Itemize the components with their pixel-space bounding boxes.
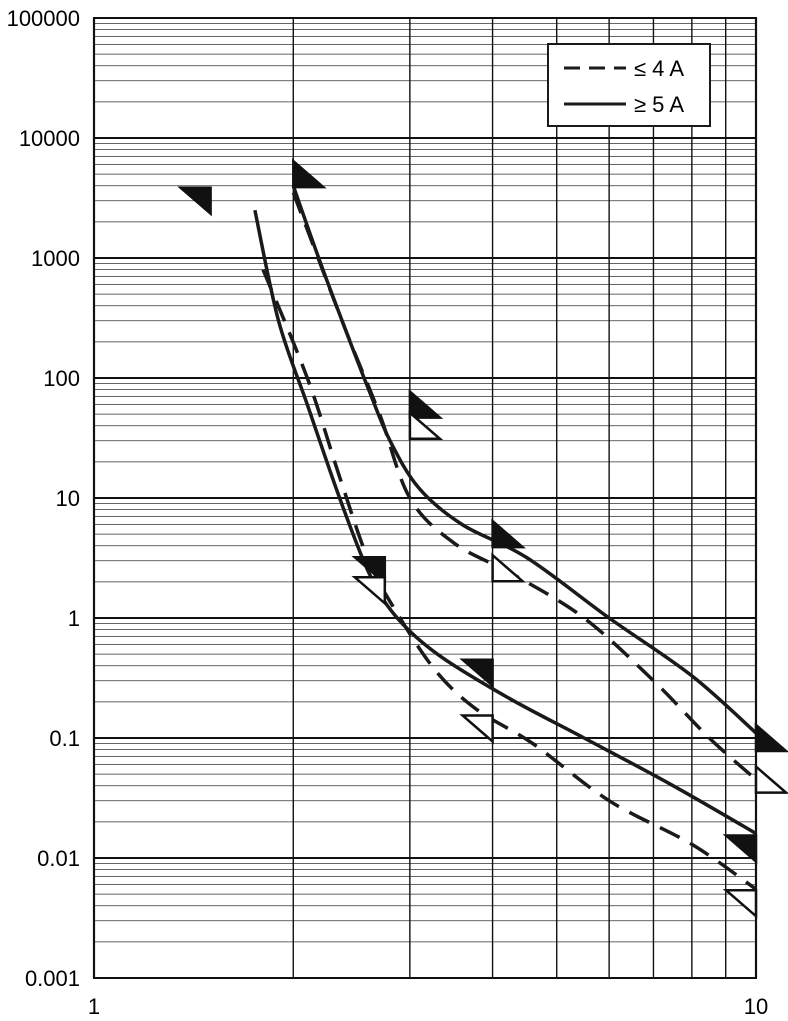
curves	[253, 185, 758, 891]
markers	[177, 158, 788, 919]
marker-filled	[722, 834, 758, 865]
marker-filled	[408, 388, 444, 419]
marker-open	[754, 763, 788, 794]
y-tick-label: 0.1	[49, 726, 80, 751]
grid	[92, 17, 758, 979]
marker-open	[408, 410, 444, 441]
x-tick-label: 10	[744, 994, 768, 1019]
marker-filled	[459, 658, 494, 689]
x-axis-ticks: 1 10	[88, 994, 768, 1019]
legend-label-le-4a: ≤ 4 A	[634, 56, 684, 81]
marker-open	[459, 714, 494, 745]
y-tick-label: 10000	[19, 126, 80, 151]
y-tick-label: 100000	[7, 6, 80, 31]
plot-frame	[93, 17, 757, 979]
legend-label-ge-5a: ≥ 5 A	[634, 92, 684, 117]
marker-open	[491, 552, 526, 583]
curve-dashed	[261, 268, 758, 891]
curve-solid	[253, 209, 757, 836]
marker-filled	[177, 186, 212, 217]
curve-dashed	[291, 192, 758, 781]
y-tick-label: 0.01	[37, 846, 80, 871]
legend-box	[547, 43, 711, 127]
y-tick-label: 1000	[31, 246, 80, 271]
y-tick-label: 100	[43, 366, 80, 391]
marker-open	[351, 576, 387, 607]
legend: ≤ 4 A ≥ 5 A	[547, 43, 711, 127]
marker-filled	[754, 722, 788, 753]
marker-filled	[292, 158, 327, 189]
marker-open	[722, 888, 758, 919]
y-tick-label: 10	[56, 486, 80, 511]
y-tick-label: 1	[68, 606, 80, 631]
x-tick-label: 1	[88, 994, 100, 1019]
marker-filled	[491, 518, 526, 549]
y-axis-ticks: 0.001 0.01 0.1 1 10 100 1000 10000 100000	[7, 6, 80, 991]
y-tick-label: 0.001	[25, 966, 80, 991]
